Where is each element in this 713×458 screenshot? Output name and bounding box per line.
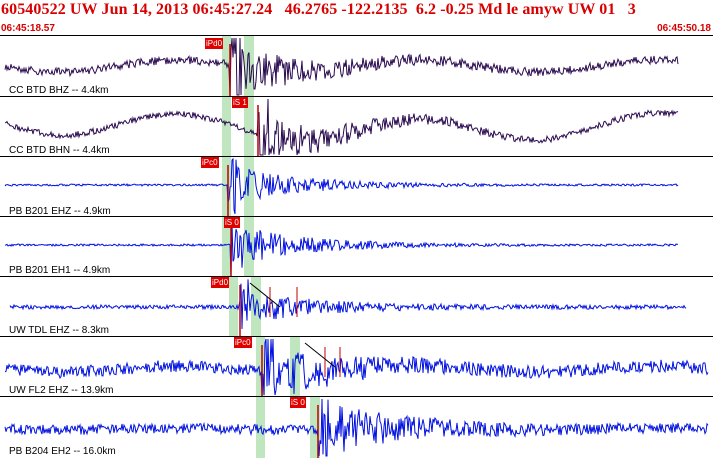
panel-divider <box>0 156 713 157</box>
channel-label: CC BTD BHN -- 4.4km <box>9 145 110 156</box>
time-window-band <box>256 337 265 397</box>
panel-divider <box>0 396 713 397</box>
channel-label: CC BTD BHZ -- 4.4km <box>9 85 109 96</box>
time-window-band <box>244 157 254 217</box>
phase-pick-badge[interactable]: iPd0 <box>205 38 224 49</box>
time-window-band <box>244 217 254 277</box>
seismic-trace <box>4 37 679 96</box>
time-window-band <box>310 397 320 458</box>
trace-panel-uw-tdl-ehz[interactable]: iPd0 UW TDL EHZ -- 8.3km <box>0 277 713 337</box>
seismic-trace <box>4 222 679 276</box>
time-start: 06:45:18.57 <box>1 23 55 34</box>
waveform-uw-tdl-ehz <box>9 277 687 337</box>
trace-panel-cc-btd-bhn[interactable]: iS 1 CC BTD BHN -- 4.4km <box>0 97 713 157</box>
event-header: 60540522 UW Jun 14, 2013 06:45:27.24 46.… <box>0 0 713 36</box>
panel-divider <box>0 276 713 277</box>
phase-pick-badge[interactable]: iPd0 <box>211 277 230 288</box>
panel-divider <box>0 96 713 97</box>
event-title: 60540522 UW Jun 14, 2013 06:45:27.24 46.… <box>1 1 636 18</box>
channel-label: PB B204 EH2 -- 16.0km <box>9 446 116 457</box>
trace-panel-pb-b201-eh1[interactable]: iS 0 PB B201 EH1 -- 4.9km <box>0 217 713 277</box>
waveform-pb-b204-eh2 <box>4 397 709 458</box>
phase-pick-badge[interactable]: iS 1 <box>232 97 248 108</box>
time-window-band <box>222 157 231 217</box>
trace-panel-cc-btd-bhz[interactable]: iPd0 CC BTD BHZ -- 4.4km <box>0 36 713 97</box>
waveform-cc-btd-bhn <box>4 97 679 157</box>
time-window-band <box>244 97 254 157</box>
time-end: 06:45:50.18 <box>657 23 711 34</box>
seismic-trace <box>4 157 679 215</box>
time-window-band <box>222 217 231 277</box>
phase-pick-badge[interactable]: iS 0 <box>224 217 240 228</box>
coda-fit-line <box>304 342 336 368</box>
channel-label: UW FL2 EHZ -- 13.9km <box>9 385 114 396</box>
trace-panel-pb-b204-eh2[interactable]: iS 0 PB B204 EH2 -- 16.0km <box>0 397 713 458</box>
trace-panel-uw-fl2-ehz[interactable]: iPc0 UW FL2 EHZ -- 13.9km <box>0 337 713 397</box>
channel-label: PB B201 EHZ -- 4.9km <box>9 206 111 217</box>
phase-pick-badge[interactable]: iPc0 <box>201 157 219 168</box>
panel-divider <box>0 216 713 217</box>
time-window-band <box>222 97 231 157</box>
waveform-pb-b201-eh1 <box>4 217 679 277</box>
phase-pick-badge[interactable]: iS 0 <box>290 397 306 408</box>
seismic-trace <box>9 279 687 330</box>
trace-panel-pb-b201-ehz[interactable]: iPc0 PB B201 EHZ -- 4.9km <box>0 157 713 217</box>
seismic-trace <box>4 398 709 457</box>
channel-label: PB B201 EH1 -- 4.9km <box>9 265 111 276</box>
header-divider <box>0 35 713 36</box>
channel-label: UW TDL EHZ -- 8.3km <box>9 325 110 336</box>
seismic-trace <box>4 98 679 156</box>
waveform-cc-btd-bhz <box>4 36 679 97</box>
panel-divider <box>0 336 713 337</box>
phase-pick-badge[interactable]: iPc0 <box>234 337 252 348</box>
waveform-uw-fl2-ehz <box>4 337 709 397</box>
seismic-trace <box>4 338 709 396</box>
waveform-pb-b201-ehz <box>4 157 679 217</box>
coda-fit-line <box>249 282 281 308</box>
